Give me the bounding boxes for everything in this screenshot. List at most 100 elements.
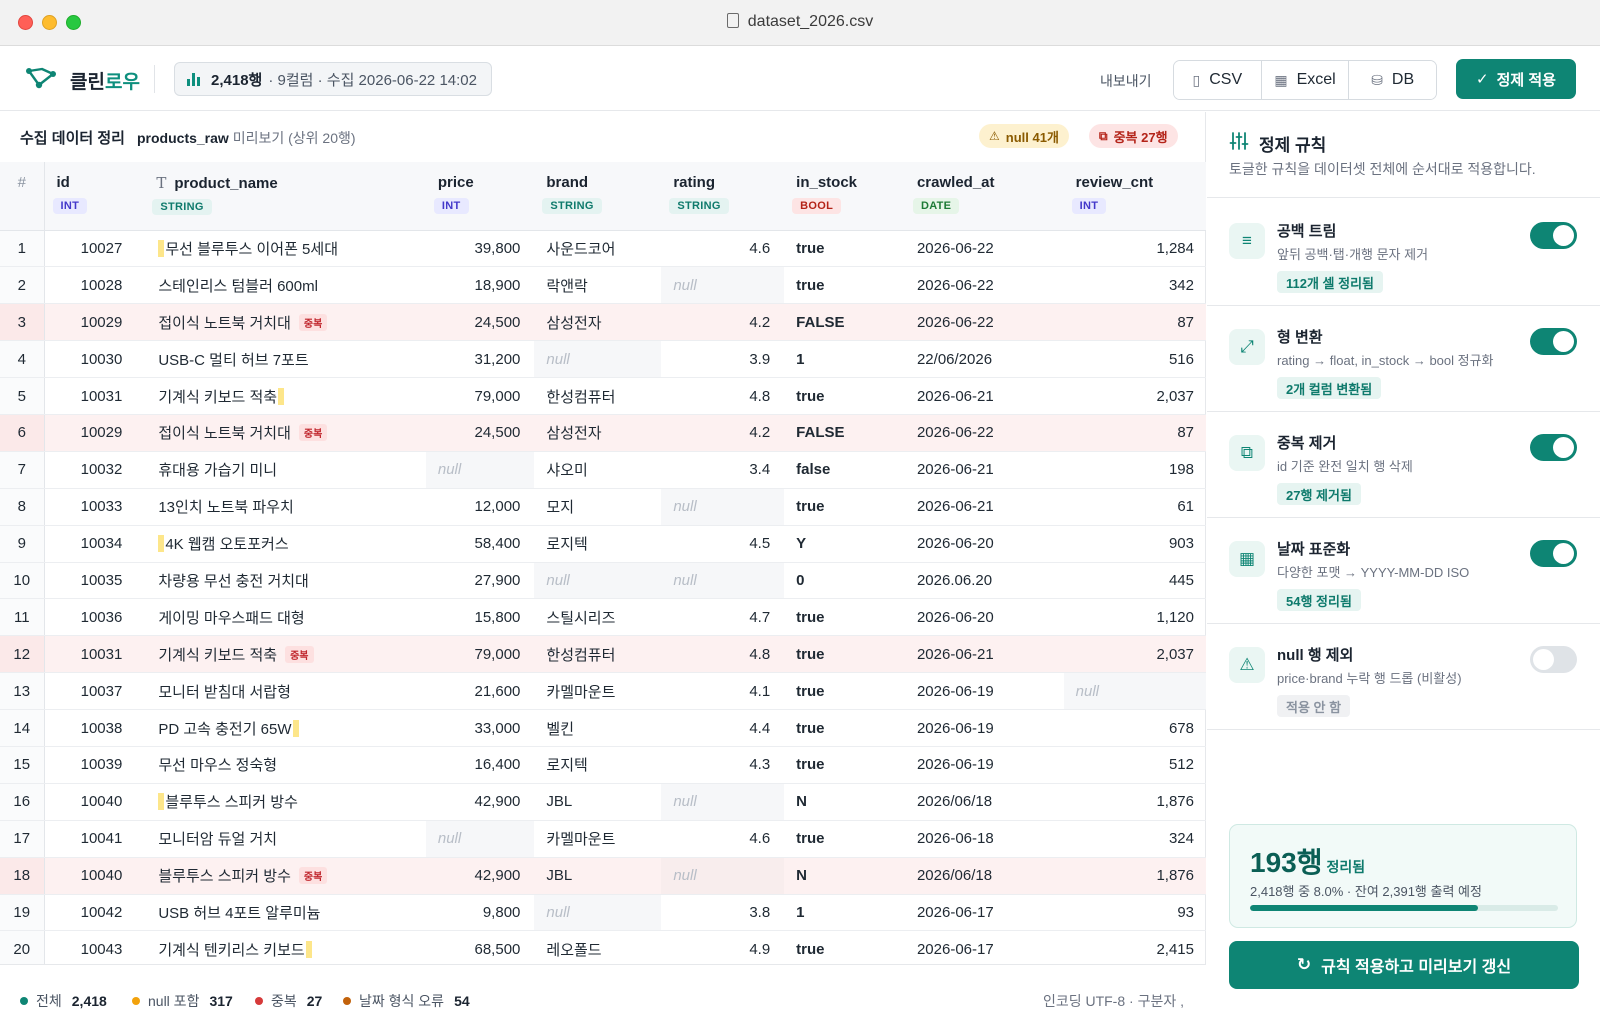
cell-crawled-at[interactable]: 2026-06-20 [904, 525, 1064, 563]
cell-brand[interactable]: 로지텍 [534, 525, 662, 563]
cell-rating[interactable]: null [661, 562, 785, 600]
cell-product-name[interactable]: USB 허브 4포트 알루미늄 [144, 894, 426, 932]
row-number[interactable]: 15 [0, 746, 45, 784]
column-header-price[interactable]: price INT [425, 162, 535, 231]
table-row[interactable]: 11 10036 게이밍 마우스패드 대형 15,800 스틸시리즈 4.7 true 202… [0, 598, 1206, 637]
cell-crawled-at[interactable]: 2026/06/18 [904, 783, 1064, 821]
cell-in-stock[interactable]: false [784, 451, 905, 489]
row-number[interactable]: 20 [0, 930, 45, 969]
cell-in-stock[interactable]: FALSE [784, 414, 905, 452]
cell-rating[interactable]: null [661, 783, 785, 821]
cell-brand[interactable]: 카멜마운트 [534, 820, 662, 858]
column-header-rating[interactable]: rating STRING [661, 162, 785, 231]
cell-rating[interactable]: 4.8 [661, 377, 785, 415]
cell-review-cnt[interactable]: 324 [1063, 820, 1206, 858]
cell-in-stock[interactable]: true [784, 488, 905, 526]
cell-crawled-at[interactable]: 2026/06/18 [904, 857, 1064, 895]
cell-rating[interactable]: 3.4 [661, 451, 785, 489]
cell-review-cnt[interactable]: 93 [1063, 894, 1206, 932]
cell-product-name[interactable]: 무선 블루투스 이어폰 5세대 [144, 230, 426, 268]
cell-brand[interactable]: 사운드코어 [534, 230, 662, 268]
minimize-window-button[interactable] [42, 15, 57, 30]
cell-in-stock[interactable]: N [784, 783, 905, 821]
table-row[interactable]: 18 10040 블루투스 스피커 방수 중복 42,900 JBL null N 2026/0… [0, 857, 1206, 895]
cell-id[interactable]: 10037 [44, 672, 145, 711]
cell-product-name[interactable]: 모니터암 듀얼 거치 [144, 820, 426, 858]
cell-rating[interactable]: null [661, 488, 785, 526]
table-row[interactable]: 19 10042 USB 허브 4포트 알루미늄 9,800 null 3.8 1 2026-… [0, 894, 1206, 932]
cell-crawled-at[interactable]: 2026-06-17 [904, 894, 1064, 932]
cell-product-name[interactable]: 접이식 노트북 거치대 중복 [144, 303, 426, 342]
cell-product-name[interactable]: 기계식 텐키리스 키보드 [144, 930, 426, 969]
null-count-badge[interactable]: ⚠ null 41개 [979, 124, 1069, 148]
row-number[interactable]: 9 [0, 525, 45, 563]
cell-crawled-at[interactable]: 2026.06.20 [904, 562, 1064, 600]
cell-review-cnt[interactable]: 903 [1063, 525, 1206, 563]
row-number[interactable]: 12 [0, 635, 45, 674]
row-number[interactable]: 16 [0, 783, 45, 821]
table-row[interactable]: 15 10039 무선 마우스 정숙형 16,400 로지텍 4.3 true 2026-06… [0, 746, 1206, 784]
cell-brand[interactable]: 카멜마운트 [534, 672, 662, 711]
cell-crawled-at[interactable]: 2026-06-19 [904, 746, 1064, 784]
cell-brand[interactable]: null [534, 894, 662, 932]
duplicate-count-badge[interactable]: ⧉ 중복 27행 [1089, 124, 1178, 148]
cell-price[interactable]: 24,500 [425, 414, 535, 452]
export-db-button[interactable]: ⛁ DB [1349, 61, 1436, 99]
cell-in-stock[interactable]: true [784, 266, 905, 305]
column-header-review-cnt[interactable]: review_cnt INT [1063, 162, 1206, 231]
cell-price[interactable]: 12,000 [425, 488, 535, 526]
table-row[interactable]: 17 10041 모니터암 듀얼 거치 null 카멜마운트 4.6 true 2026-06… [0, 820, 1206, 858]
cell-id[interactable]: 10036 [44, 598, 145, 637]
row-number[interactable]: 2 [0, 266, 45, 305]
cell-product-name[interactable]: PD 고속 충전기 65W [144, 709, 426, 747]
cell-crawled-at[interactable]: 2026-06-21 [904, 377, 1064, 415]
rule-toggle[interactable] [1530, 646, 1577, 673]
row-number[interactable]: 7 [0, 451, 45, 489]
export-csv-button[interactable]: ▯ CSV [1174, 61, 1262, 99]
rule-toggle[interactable] [1530, 222, 1577, 249]
cell-review-cnt[interactable]: 516 [1063, 340, 1206, 379]
cell-review-cnt[interactable]: 1,120 [1063, 598, 1206, 637]
cell-price[interactable]: 33,000 [425, 709, 535, 747]
cell-rating[interactable]: 4.9 [661, 930, 785, 969]
cell-review-cnt[interactable]: 2,037 [1063, 377, 1206, 415]
cell-crawled-at[interactable]: 2026-06-19 [904, 709, 1064, 747]
cell-brand[interactable]: 삼성전자 [534, 303, 662, 342]
cell-brand[interactable]: 스틸시리즈 [534, 598, 662, 637]
cell-brand[interactable]: JBL [534, 857, 662, 895]
cell-id[interactable]: 10028 [44, 266, 145, 305]
cell-price[interactable]: 9,800 [425, 894, 535, 932]
cell-price[interactable]: 42,900 [425, 783, 535, 821]
cell-in-stock[interactable]: true [784, 930, 905, 969]
cell-price[interactable]: 27,900 [425, 562, 535, 600]
row-number[interactable]: 3 [0, 303, 45, 342]
cell-id[interactable]: 10040 [44, 857, 145, 895]
cell-crawled-at[interactable]: 2026-06-21 [904, 451, 1064, 489]
cell-rating[interactable]: 3.8 [661, 894, 785, 932]
cell-id[interactable]: 10032 [44, 451, 145, 489]
cell-product-name[interactable]: USB-C 멀티 허브 7포트 [144, 340, 426, 379]
export-excel-button[interactable]: ▦ Excel [1261, 61, 1350, 99]
row-number[interactable]: 10 [0, 562, 45, 600]
table-row[interactable]: 6 10029 접이식 노트북 거치대 중복 24,500 삼성전자 4.2 FALSE 202… [0, 414, 1206, 452]
column-header-id[interactable]: id INT [44, 162, 145, 231]
rule-toggle[interactable] [1530, 328, 1577, 355]
cell-crawled-at[interactable]: 2026-06-18 [904, 820, 1064, 858]
table-row[interactable]: 4 10030 USB-C 멀티 허브 7포트 31,200 null 3.9 1 22/06… [0, 340, 1206, 379]
rule-toggle[interactable] [1530, 434, 1577, 461]
row-number[interactable]: 14 [0, 709, 45, 747]
cell-in-stock[interactable]: Y [784, 525, 905, 563]
cell-in-stock[interactable]: true [784, 230, 905, 268]
cell-review-cnt[interactable]: 342 [1063, 266, 1206, 305]
cell-brand[interactable]: 락앤락 [534, 266, 662, 305]
row-number[interactable]: 11 [0, 598, 45, 637]
cell-brand[interactable]: 벨킨 [534, 709, 662, 747]
cell-rating[interactable]: 4.7 [661, 598, 785, 637]
cell-crawled-at[interactable]: 22/06/2026 [904, 340, 1064, 379]
cell-price[interactable]: 24,500 [425, 303, 535, 342]
column-header-in-stock[interactable]: in_stock BOOL [784, 162, 905, 231]
cell-price[interactable]: 18,900 [425, 266, 535, 305]
cell-review-cnt[interactable]: 1,284 [1063, 230, 1206, 268]
cell-crawled-at[interactable]: 2026-06-19 [904, 672, 1064, 711]
